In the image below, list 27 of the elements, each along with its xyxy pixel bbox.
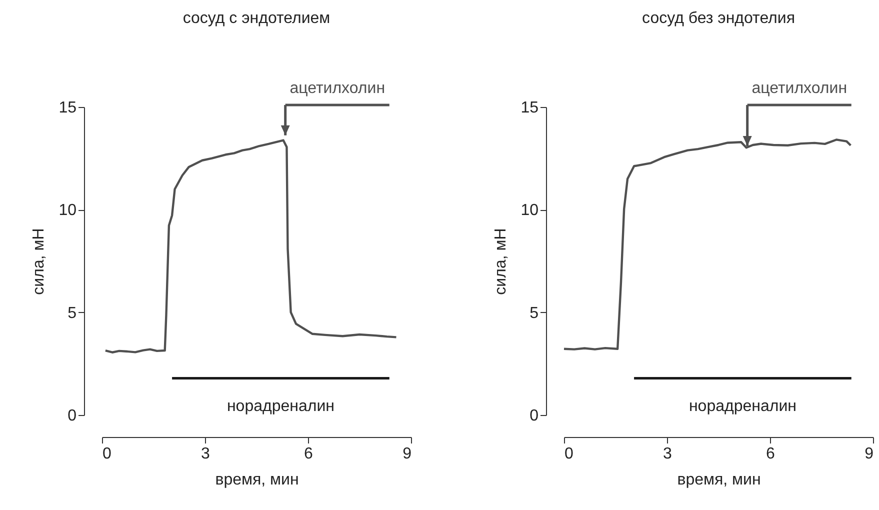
annotation: ацетилхолин bbox=[752, 80, 848, 97]
x-tick-label: 0 bbox=[102, 446, 112, 462]
series-label: норадреналин bbox=[226, 398, 334, 416]
x-tick-label: 9 bbox=[402, 446, 412, 462]
x-tick-label: 3 bbox=[663, 446, 672, 462]
y-tick-label: 10 bbox=[520, 202, 539, 220]
y-axis-title: сила, мН bbox=[30, 228, 48, 295]
chart-title: сосуд без эндотелия bbox=[642, 10, 795, 27]
y-tick-label: 5 bbox=[68, 304, 77, 322]
y-tick-label: 15 bbox=[58, 100, 77, 116]
y-tick-label: 15 bbox=[520, 100, 539, 116]
x-tick-label: 6 bbox=[766, 446, 776, 462]
y-tick-label: 5 bbox=[530, 304, 539, 322]
y-tick-label: 0 bbox=[68, 408, 77, 424]
x-axis-title: время, мин bbox=[677, 472, 761, 488]
line-series bbox=[104, 139, 398, 354]
series-label: норадреналин bbox=[688, 398, 796, 416]
y-tick-label: 0 bbox=[530, 408, 539, 424]
annotation: ацетилхолин bbox=[290, 80, 386, 97]
x-tick-label: 3 bbox=[201, 446, 210, 462]
x-tick-label: 9 bbox=[864, 446, 874, 462]
y-axis-title: сила, мН bbox=[492, 228, 510, 295]
x-axis-title: время, мин bbox=[215, 472, 299, 488]
y-tick-label: 10 bbox=[58, 202, 77, 220]
x-tick-label: 0 bbox=[564, 446, 574, 462]
chart-title: сосуд с эндотелием bbox=[182, 10, 330, 27]
x-tick-label: 6 bbox=[304, 446, 314, 462]
